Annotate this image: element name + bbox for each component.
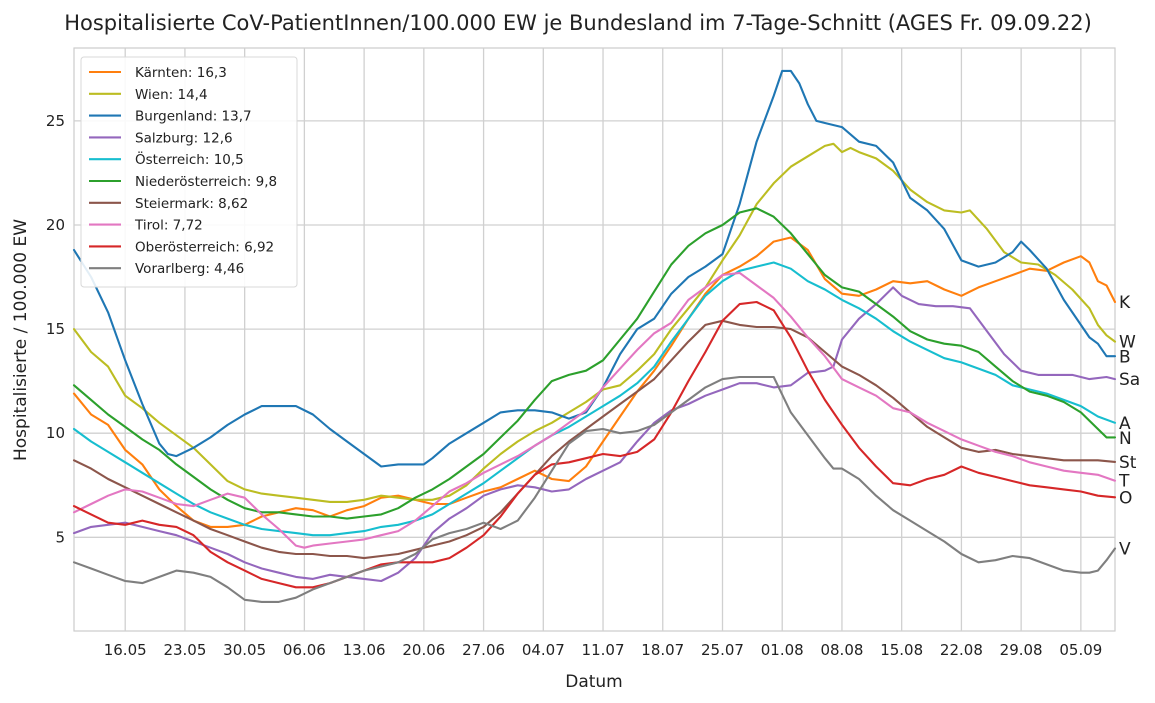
legend-entry: Österreich: 10,5	[135, 150, 244, 168]
y-tick-label: 5	[55, 528, 65, 546]
x-tick-label: 06.06	[283, 641, 326, 659]
x-tick-label: 29.08	[1000, 641, 1043, 659]
series-end-label: A	[1119, 414, 1131, 434]
legend-entry: Oberösterreich: 6,92	[135, 239, 274, 255]
legend-box	[80, 56, 298, 288]
legend-entry: Vorarlberg: 4,46	[135, 261, 244, 277]
y-tick-label: 25	[46, 112, 65, 130]
series-end-label: W	[1119, 333, 1136, 353]
y-tick-label: 10	[46, 424, 65, 442]
series-end-label: N	[1119, 429, 1132, 449]
x-tick-label: 30.05	[223, 641, 266, 659]
series-end-label: Sa	[1119, 370, 1140, 390]
x-tick-label: 04.07	[522, 641, 565, 659]
x-tick-label: 23.05	[163, 641, 206, 659]
x-tick-label: 22.08	[940, 641, 983, 659]
y-tick-label: 20	[46, 216, 65, 234]
legend-entry: Kärnten: 16,3	[135, 65, 227, 81]
series-end-label: B	[1119, 348, 1131, 368]
legend-entry: Steiermark: 8,62	[135, 196, 248, 212]
series-end-label: O	[1119, 488, 1132, 508]
legend-entry: Niederösterreich: 9,8	[135, 174, 277, 190]
x-tick-label: 15.08	[880, 641, 923, 659]
x-tick-label: 05.09	[1059, 641, 1102, 659]
x-tick-labels: 16.05 23.05 30.05 06.06 13.06 20.06 27.06 04.07…	[104, 641, 1103, 659]
y-tick-label: 15	[46, 320, 65, 338]
series-line	[72, 271, 1117, 549]
chart-title: Hospitalisierte CoV-PatientInnen/100.000…	[64, 11, 1092, 35]
series-end-label: V	[1119, 540, 1131, 560]
series-line	[72, 207, 1117, 520]
legend-entry: Wien: 14,4	[135, 87, 208, 103]
legend-entry: Burgenland: 13,7	[135, 109, 252, 125]
x-tick-label: 11.07	[582, 641, 625, 659]
x-tick-label: 16.05	[104, 641, 147, 659]
x-tick-label: 13.06	[343, 641, 386, 659]
x-tick-label: 08.08	[820, 641, 863, 659]
x-tick-label: 18.07	[641, 641, 684, 659]
x-axis-label: Datum	[565, 672, 623, 692]
series-line	[72, 300, 1117, 589]
series-end-label: K	[1119, 293, 1131, 313]
legend-entry: Salzburg: 12,6	[135, 130, 233, 146]
series-line	[72, 319, 1117, 560]
series-line	[72, 142, 1117, 503]
y-axis-label: Hospitalisierte / 100.000 EW	[11, 219, 31, 461]
legend: Kärnten: 16,3 Wien: 14,4 Burgenland: 13,7 S…	[80, 56, 298, 288]
series-end-label: St	[1119, 453, 1137, 473]
x-tick-label: 25.07	[701, 641, 744, 659]
series-line	[72, 286, 1117, 583]
legend-entry: Tirol: 7,72	[134, 218, 203, 234]
x-tick-label: 20.06	[402, 641, 445, 659]
series-line	[72, 236, 1117, 528]
y-tick-labels: 5 10 15 20 25	[46, 112, 65, 546]
series-line	[72, 261, 1117, 537]
series-line	[72, 69, 1117, 468]
x-tick-label: 01.08	[761, 641, 804, 659]
x-tick-label: 27.06	[462, 641, 505, 659]
series-line	[72, 375, 1117, 603]
series-layer	[72, 69, 1117, 603]
series-end-label: T	[1118, 472, 1130, 492]
